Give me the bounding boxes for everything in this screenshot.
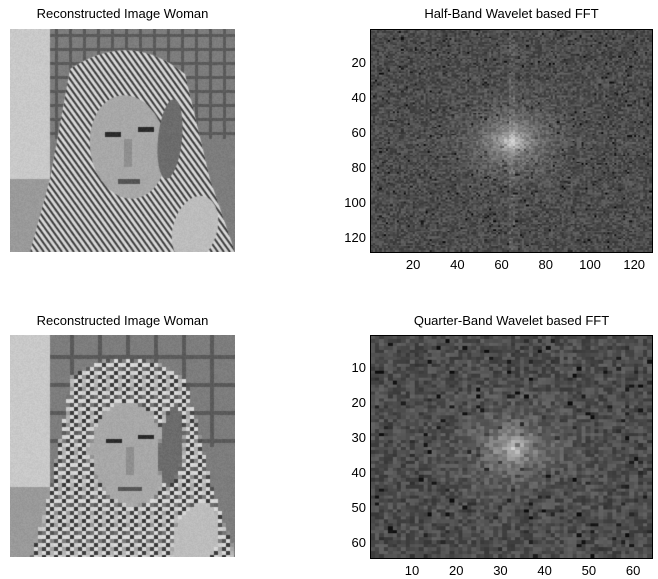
xtick-halfband-2: 60: [494, 257, 509, 272]
xtick-quarterband-4: 50: [581, 563, 597, 578]
fft-plot-halfband: [370, 29, 653, 253]
xtick-quarterband-5: 60: [625, 563, 641, 578]
xtick-quarterband-3: 40: [537, 563, 552, 578]
ytick-halfband-2: 60: [351, 125, 366, 141]
ytick-halfband-5: 120: [344, 230, 366, 246]
fft-heatmap-quarterband: [371, 336, 652, 558]
panel-title-bottom-left: Reconstructed Image Woman: [36, 313, 209, 328]
panel-title-top-right: Half-Band Wavelet based FFT: [424, 6, 599, 21]
ytick-quarterband-5: 60: [351, 535, 366, 551]
ytick-quarterband-2: 30: [351, 430, 366, 446]
ytick-halfband-4: 100: [344, 195, 366, 211]
xtick-halfband-5: 120: [623, 257, 646, 272]
xtick-halfband-3: 80: [538, 257, 553, 272]
fft-plot-quarterband: [370, 335, 653, 559]
reconstructed-photo-halfband: [10, 29, 235, 252]
panel-title-top-left: Reconstructed Image Woman: [36, 6, 209, 21]
xtick-halfband-1: 40: [450, 257, 465, 272]
ytick-quarterband-3: 40: [351, 465, 366, 481]
xtick-quarterband-2: 30: [493, 563, 508, 578]
panel-title-bottom-right: Quarter-Band Wavelet based FFT: [413, 313, 610, 328]
fft-heatmap-halfband: [371, 30, 652, 252]
ytick-halfband-0: 20: [351, 55, 366, 71]
ytick-quarterband-1: 20: [351, 395, 366, 411]
xtick-halfband-4: 100: [579, 257, 601, 272]
ytick-quarterband-4: 50: [351, 500, 366, 516]
xtick-halfband-0: 20: [405, 257, 421, 272]
xtick-quarterband-0: 10: [404, 563, 420, 578]
photo-canvas-halfband: [10, 29, 235, 252]
reconstructed-photo-quarterband: [10, 335, 235, 557]
ytick-quarterband-0: 10: [351, 360, 366, 376]
ytick-halfband-3: 80: [351, 160, 366, 176]
photo-canvas-quarterband: [10, 335, 235, 557]
ytick-halfband-1: 40: [351, 90, 366, 106]
xtick-quarterband-1: 20: [448, 563, 464, 578]
